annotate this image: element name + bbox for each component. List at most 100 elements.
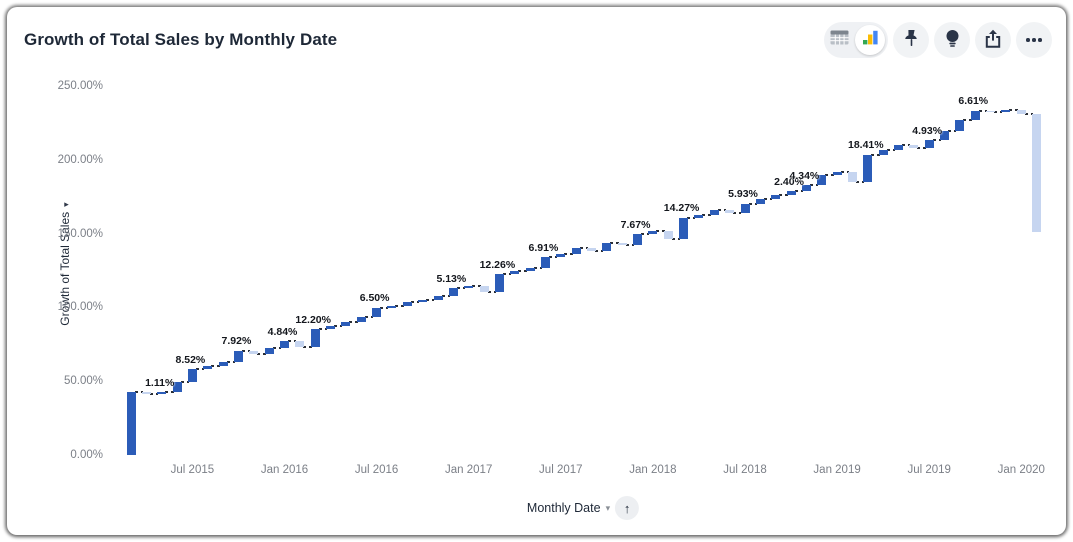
waterfall-bar[interactable]: [602, 243, 612, 251]
connector-line: [395, 304, 404, 307]
connector-line: [610, 242, 619, 245]
insights-button[interactable]: [934, 22, 970, 58]
x-tick-label: Jan 2016: [260, 464, 309, 476]
waterfall-bar[interactable]: [1001, 110, 1011, 113]
waterfall-bar[interactable]: [725, 210, 735, 213]
waterfall-bar[interactable]: [187, 369, 197, 382]
waterfall-bar[interactable]: [479, 285, 489, 293]
waterfall-bar[interactable]: [1032, 113, 1042, 232]
waterfall-bar[interactable]: [510, 271, 520, 275]
table-view-toggle[interactable]: [824, 22, 855, 58]
waterfall-bar[interactable]: [894, 145, 903, 150]
connector-line: [932, 139, 942, 142]
bar-value-label: 12.20%: [295, 313, 331, 326]
connector-line: [349, 321, 358, 324]
waterfall-bar[interactable]: [587, 248, 596, 251]
waterfall-bar[interactable]: [571, 248, 581, 254]
connector-line: [702, 213, 711, 216]
waterfall-bar[interactable]: [556, 253, 566, 258]
waterfall-bar[interactable]: [817, 175, 827, 186]
pin-button[interactable]: [893, 22, 929, 58]
connector-line: [687, 216, 696, 219]
waterfall-bar[interactable]: [694, 214, 704, 218]
connector-line: [441, 294, 450, 297]
connector-line: [717, 209, 727, 212]
waterfall-bar[interactable]: [663, 230, 673, 239]
waterfall-bar[interactable]: [295, 341, 305, 348]
connector-line: [595, 249, 604, 252]
waterfall-bar[interactable]: [986, 110, 996, 113]
waterfall-bar[interactable]: [402, 301, 412, 306]
export-button[interactable]: [975, 22, 1011, 58]
connector-line: [472, 284, 481, 287]
waterfall-bar[interactable]: [648, 230, 658, 235]
connector-line: [195, 368, 205, 371]
waterfall-chart: 1.11% 8.52% 7.92% 4.84% 12.20% 6.50% 5.13% 12.2…: [7, 7, 1066, 535]
waterfall-bar[interactable]: [356, 317, 366, 323]
waterfall-bar[interactable]: [218, 362, 228, 367]
connector-line: [671, 237, 681, 240]
waterfall-bar[interactable]: [786, 191, 796, 195]
waterfall-bar[interactable]: [740, 203, 750, 213]
waterfall-bar[interactable]: [433, 295, 443, 300]
connector-line: [180, 380, 189, 383]
waterfall-bar[interactable]: [172, 381, 182, 393]
waterfall-bar[interactable]: [679, 217, 689, 239]
waterfall-bar[interactable]: [448, 288, 458, 296]
table-icon: [830, 30, 849, 50]
y-tick-label: 250.00%: [57, 80, 103, 92]
connector-line: [288, 340, 297, 343]
waterfall-bar[interactable]: [249, 350, 259, 355]
waterfall-bar[interactable]: [832, 171, 842, 176]
sort-ascending-button[interactable]: ↑: [615, 496, 640, 520]
waterfall-bar[interactable]: [280, 341, 289, 349]
waterfall-bar[interactable]: [940, 131, 950, 141]
connector-line: [410, 300, 420, 303]
waterfall-bar[interactable]: [847, 171, 857, 183]
waterfall-bar[interactable]: [909, 145, 919, 148]
waterfall-bar[interactable]: [863, 154, 873, 183]
waterfall-bar[interactable]: [970, 110, 980, 121]
waterfall-bar[interactable]: [878, 149, 888, 155]
waterfall-bar[interactable]: [924, 140, 934, 148]
waterfall-bar[interactable]: [464, 285, 474, 289]
waterfall-bar[interactable]: [771, 195, 781, 200]
chart-view-toggle[interactable]: [855, 25, 885, 55]
waterfall-bar[interactable]: [1016, 110, 1026, 114]
waterfall-bar[interactable]: [494, 274, 504, 293]
waterfall-bar[interactable]: [372, 307, 382, 318]
waterfall-bar[interactable]: [126, 392, 136, 455]
chevron-down-icon[interactable]: ▾: [605, 502, 611, 513]
waterfall-bar[interactable]: [387, 305, 397, 308]
waterfall-bar[interactable]: [540, 257, 550, 268]
waterfall-bar[interactable]: [617, 243, 627, 246]
x-axis-field[interactable]: Monthly Date: [526, 501, 601, 515]
waterfall-bar[interactable]: [326, 326, 336, 330]
connector-line: [871, 153, 880, 156]
waterfall-bar[interactable]: [633, 234, 643, 246]
connector-line: [641, 233, 650, 236]
connector-line: [303, 346, 312, 349]
lightbulb-icon: [944, 29, 961, 51]
x-tick-label: Jul 2015: [170, 464, 215, 476]
connector-line: [487, 291, 496, 294]
more-button[interactable]: [1016, 22, 1052, 58]
waterfall-bar[interactable]: [233, 350, 243, 363]
connector-line: [211, 365, 220, 368]
waterfall-bar[interactable]: [955, 120, 965, 132]
connector-line: [134, 391, 143, 394]
waterfall-bar[interactable]: [341, 322, 351, 327]
waterfall-bar[interactable]: [801, 185, 811, 192]
waterfall-bar[interactable]: [264, 348, 274, 355]
waterfall-bar[interactable]: [157, 392, 167, 394]
waterfall-bar[interactable]: [525, 267, 535, 272]
waterfall-bar[interactable]: [203, 366, 213, 370]
connector-line: [548, 256, 558, 259]
waterfall-bar[interactable]: [709, 210, 719, 215]
waterfall-bar[interactable]: [755, 199, 765, 204]
view-toggle: [824, 22, 888, 58]
waterfall-bar[interactable]: [310, 329, 320, 348]
y-tick-label: 150.00%: [57, 227, 103, 240]
waterfall-bar[interactable]: [418, 299, 428, 302]
waterfall-bar[interactable]: [141, 392, 151, 394]
